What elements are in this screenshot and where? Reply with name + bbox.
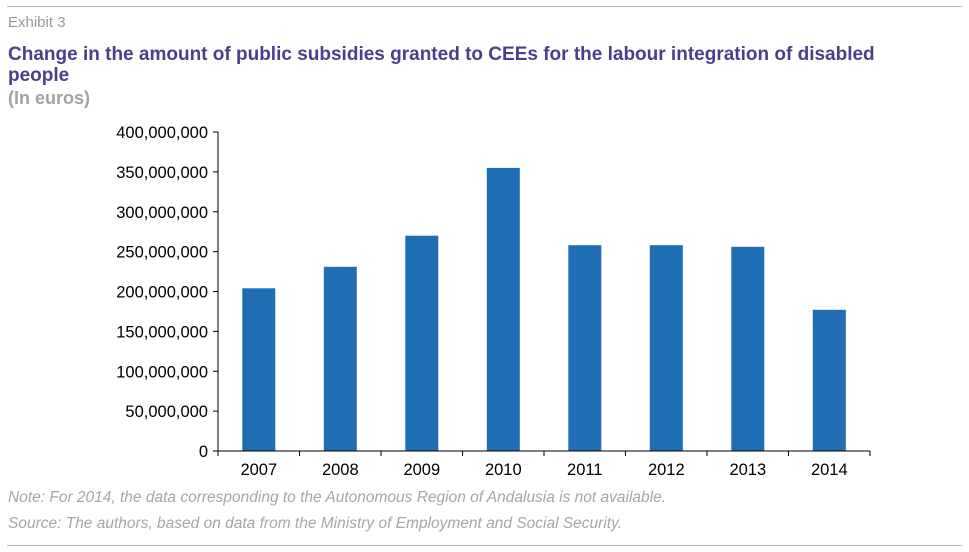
bar-2012 bbox=[649, 245, 683, 451]
bar-2008 bbox=[323, 266, 357, 451]
y-tick-label: 400,000,000 bbox=[116, 124, 208, 142]
x-tick-label: 2007 bbox=[240, 461, 277, 479]
chart-subtitle: (In euros) bbox=[8, 88, 91, 108]
x-tick-label: 2010 bbox=[485, 461, 522, 479]
chart-title: Change in the amount of public subsidies… bbox=[8, 44, 875, 86]
x-tick-label: 2008 bbox=[322, 461, 359, 479]
y-tick-label: 50,000,000 bbox=[125, 403, 208, 421]
bar-2009 bbox=[405, 235, 439, 451]
exhibit-label: Exhibit 3 bbox=[8, 14, 66, 31]
note-text: Note: For 2014, the data corresponding t… bbox=[8, 489, 667, 506]
bar-2014 bbox=[812, 309, 846, 451]
y-tick-label: 300,000,000 bbox=[116, 204, 208, 222]
x-tick-label: 2014 bbox=[811, 461, 848, 479]
x-tick-label: 2009 bbox=[403, 461, 440, 479]
x-tick-label: 2012 bbox=[648, 461, 685, 479]
y-tick-label: 200,000,000 bbox=[116, 284, 208, 302]
bar-2013 bbox=[731, 246, 765, 451]
bar-2007 bbox=[242, 288, 276, 451]
y-tick-label: 250,000,000 bbox=[116, 244, 208, 262]
y-tick-label: 150,000,000 bbox=[116, 323, 208, 341]
source-text: Source: The authors, based on data from … bbox=[8, 515, 622, 532]
x-tick-label: 2013 bbox=[729, 461, 766, 479]
y-tick-label: 0 bbox=[199, 443, 208, 461]
bar-2011 bbox=[568, 245, 602, 451]
bar-2010 bbox=[486, 167, 520, 451]
y-tick-label: 100,000,000 bbox=[116, 363, 208, 381]
top-divider bbox=[7, 6, 962, 7]
x-tick-label: 2011 bbox=[567, 461, 602, 479]
y-tick-label: 350,000,000 bbox=[116, 164, 208, 182]
bottom-divider bbox=[7, 545, 962, 546]
